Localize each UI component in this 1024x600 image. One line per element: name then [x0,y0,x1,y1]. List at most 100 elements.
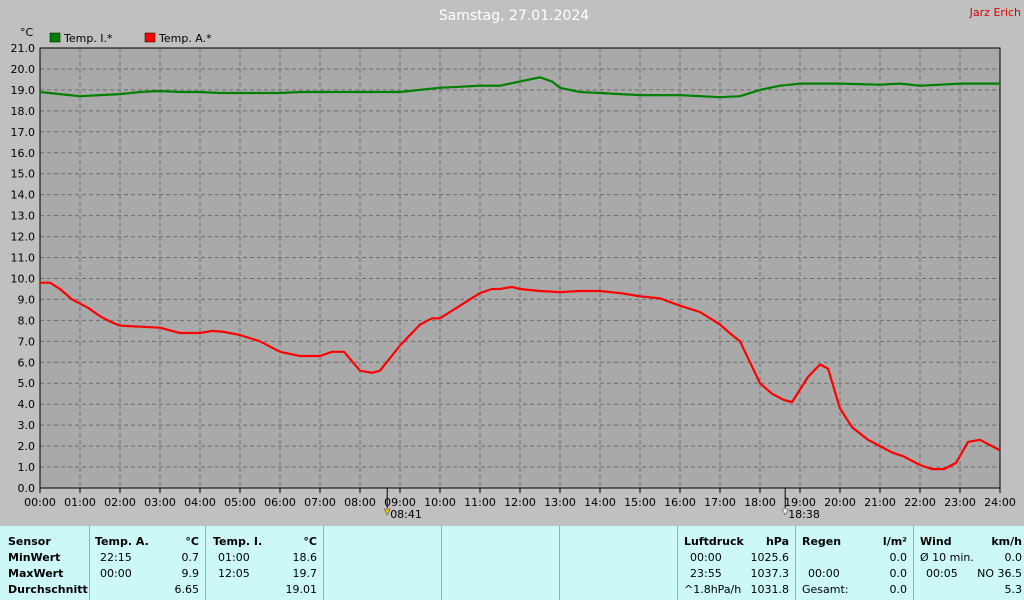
y-tick-label: 15.0 [11,168,36,181]
y-tick-label: 10.0 [11,272,36,285]
x-tick-label: 06:00 [264,496,296,509]
x-tick-label: 04:00 [184,496,216,509]
wind-unit: km/h [991,535,1022,548]
x-tick-label: 14:00 [584,496,616,509]
x-tick-label: 19:00 [784,496,816,509]
temp-i-unit: °C [303,535,317,548]
legend-label-temp-i: Temp. I.* [63,32,113,45]
stats-col-empty-1 [324,526,442,600]
stats-col-pressure: Luftdruck hPa 00:00 1025.6 23:55 1037.3 … [678,526,796,600]
y-tick-label: 21.0 [11,42,36,55]
x-tick-label: 18:00 [744,496,776,509]
x-tick-label: 23:00 [944,496,976,509]
wind-max-value: NO 36.5 [977,567,1022,580]
y-tick-label: 20.0 [11,63,36,76]
pressure-min-time: 00:00 [690,551,722,564]
sunrise-icon [383,508,391,516]
temp-i-header: Temp. I. [213,535,263,548]
y-tick-label: 14.0 [11,189,36,202]
x-tick-label: 01:00 [64,496,96,509]
legend: Temp. I.* Temp. A.* [49,32,212,45]
legend-swatch-temp-a [144,32,156,43]
temp-a-min-value: 0.7 [181,551,200,564]
x-tick-label: 03:00 [144,496,176,509]
x-tick-label: 13:00 [544,496,576,509]
temp-i-min-time: 01:00 [218,551,250,564]
y-tick-label: 12.0 [11,231,36,244]
pressure-header: Luftdruck [684,535,744,548]
y-tick-label: 8.0 [18,314,36,327]
pressure-min-value: 1025.6 [750,551,790,564]
plot-frame [39,47,1001,489]
rain-header: Regen [802,535,842,548]
temp-a-header: Temp. A. [95,535,149,548]
wind-10min-value: 0.0 [1004,551,1023,564]
stats-col-empty-2 [442,526,560,600]
rain-max-value: 0.0 [889,567,908,580]
x-tick-label: 05:00 [224,496,256,509]
stats-col-temp-i: Temp. I. °C 01:00 18.6 12:05 19.7 19.01 [206,526,324,600]
y-tick-label: 3.0 [18,419,36,432]
x-tick-label: 09:00 [384,496,416,509]
stats-sensor-header: Sensor [8,535,51,548]
y-tick-label: 18.0 [11,105,36,118]
wind-average: 5.3 [1004,583,1023,596]
stats-row-max: MaxWert [8,567,64,580]
stats-col-rain: Regen l/m² 0.0 00:00 0.0 Gesamt: 0.0 [796,526,914,600]
series [39,76,1001,471]
x-tick-label: 20:00 [824,496,856,509]
y-tick-label: 7.0 [18,335,36,348]
y-tick-label: 0.0 [18,482,36,495]
y-tick-label: 4.0 [18,398,36,411]
stats-col-sensor: Sensor MinWert MaxWert Durchschnitt [0,526,90,600]
rain-total-label: Gesamt: [802,583,849,596]
stats-row-avg: Durchschnitt [8,583,88,596]
sunset-time-label: 18:38 [788,508,820,521]
chart-title: Samstag, 27.01.2024 [439,8,590,24]
rain-total-value: 0.0 [889,583,908,596]
x-tick-label: 00:00 [24,496,56,509]
pressure-max-value: 1037.3 [750,567,790,580]
temp-i-average: 19.01 [285,583,318,596]
y-tick-label: 9.0 [18,293,36,306]
pressure-average: 1031.8 [750,583,790,596]
sunset-icon [781,508,789,516]
x-tick-label: 07:00 [304,496,336,509]
stats-col-wind: Wind km/h Ø 10 min. 0.0 00:05 NO 36.5 5.… [914,526,1024,600]
wind-10min-label: Ø 10 min. [920,551,974,564]
y-tick-label: 6.0 [18,356,36,369]
grid [40,48,1000,488]
temp-i-max-value: 19.7 [292,567,318,580]
temp-a-unit: °C [185,535,199,548]
pressure-max-time: 23:55 [690,567,722,580]
x-tick-label: 02:00 [104,496,136,509]
pressure-unit: hPa [765,535,789,548]
temp-a-average: 6.65 [174,583,200,596]
temp-a-max-time: 00:00 [100,567,132,580]
sun-markers: 08:41 18:38 [383,488,820,521]
legend-label-temp-a: Temp. A.* [158,32,212,45]
temperature-chart: Samstag, 27.01.2024 Jarz Erich °C Temp. … [10,6,1022,521]
y-tick-label: 11.0 [11,252,36,265]
y-tick-label: 5.0 [18,377,36,390]
stats-col-empty-3 [560,526,678,600]
temp-i-min-value: 18.6 [292,551,318,564]
series-line-temp-a [40,281,1001,471]
sunrise-time-label: 08:41 [390,508,422,521]
x-tick-label: 10:00 [424,496,456,509]
y-tick-label: 1.0 [18,461,36,474]
y-tick-label: 2.0 [18,440,36,453]
stats-col-temp-a: Temp. A. °C 22:15 0.7 00:00 9.9 6.65 [90,526,206,600]
stats-row-min: MinWert [8,551,61,564]
pressure-trend: ^1.8hPa/h [684,583,742,596]
y-tick-label: 13.0 [11,210,36,223]
wind-max-time: 00:05 [926,567,958,580]
x-tick-label: 08:00 [344,496,376,509]
rain-unit: l/m² [882,535,907,548]
y-tick-label: 16.0 [11,147,36,160]
x-tick-label: 24:00 [984,496,1016,509]
x-tick-label: 22:00 [904,496,936,509]
temp-i-max-time: 12:05 [218,567,250,580]
legend-swatch-temp-i [49,32,61,43]
x-tick-label: 12:00 [504,496,536,509]
